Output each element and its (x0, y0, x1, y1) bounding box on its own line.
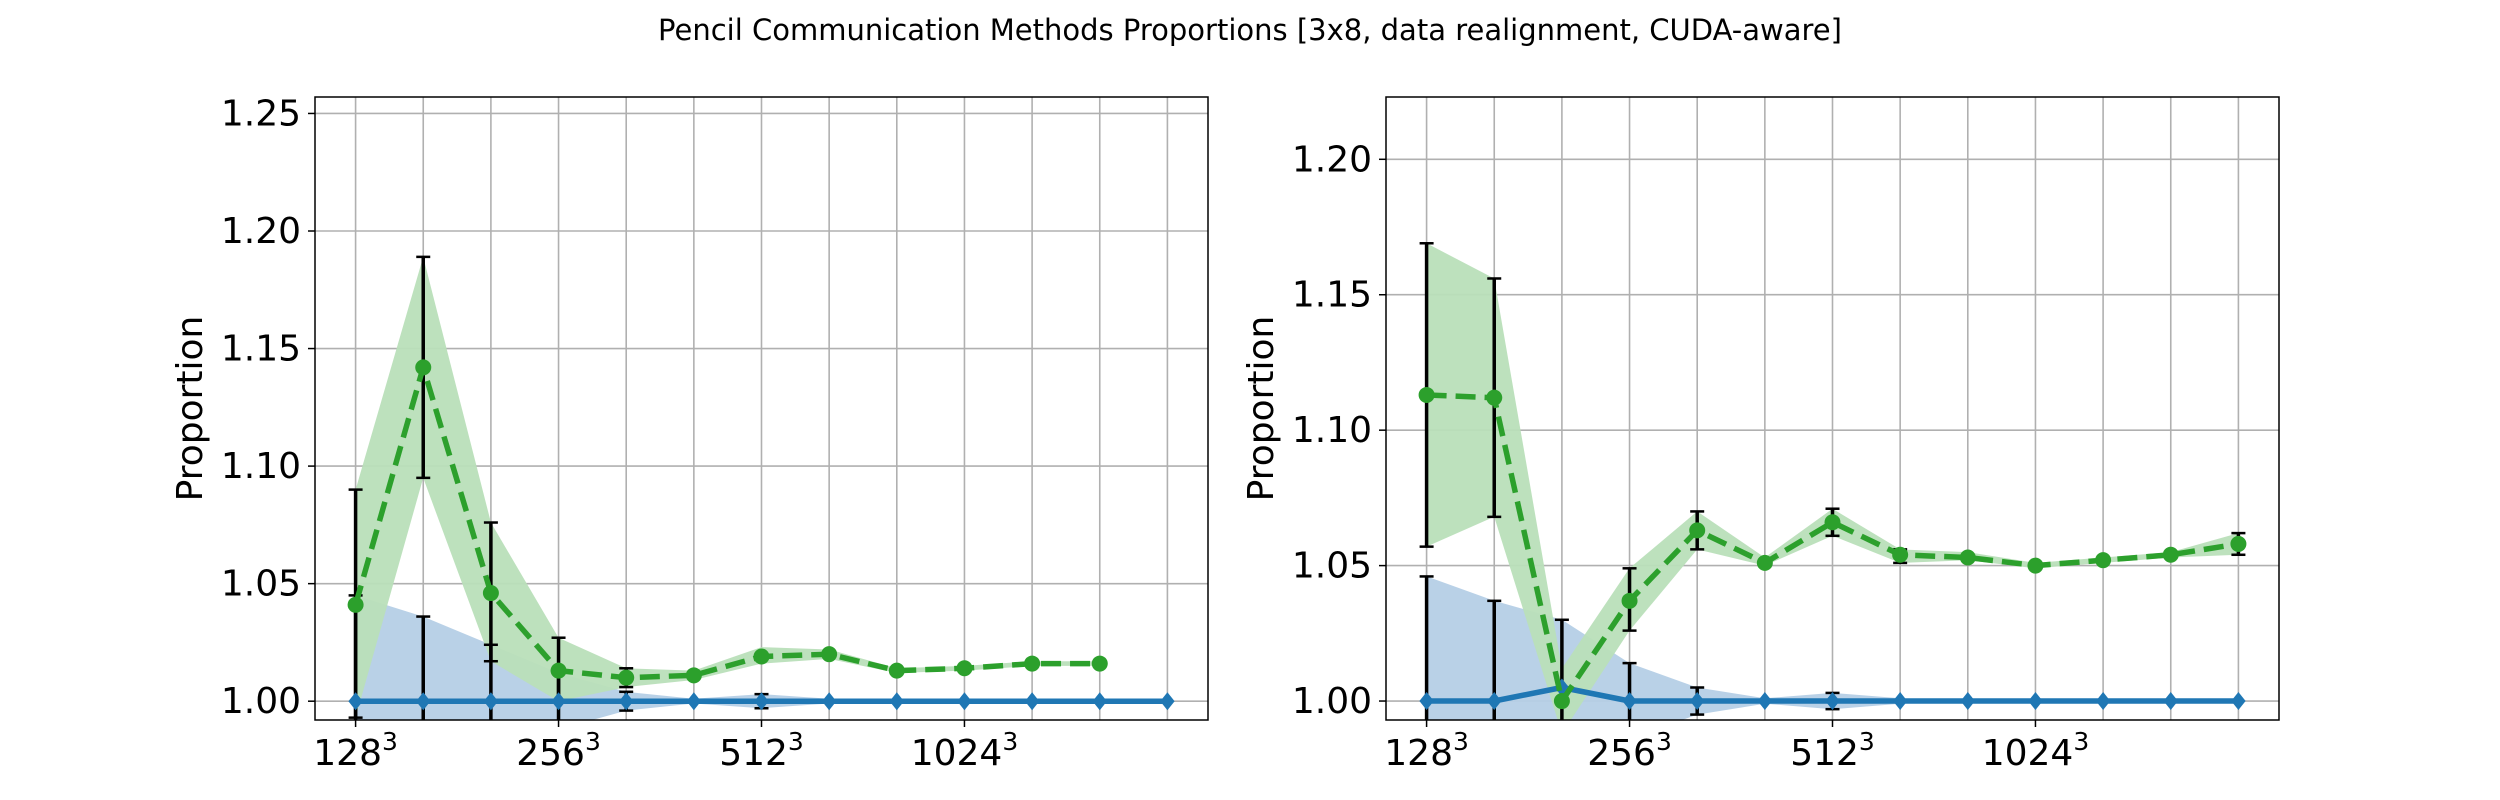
x-tick-base: 256 (516, 733, 585, 774)
x-tick-base: 256 (1587, 733, 1656, 774)
y-tick-label: 1.05 (221, 564, 301, 605)
x-tick-base: 128 (1384, 733, 1453, 774)
data-point-diamond (1024, 692, 1040, 711)
data-point-diamond (1757, 692, 1773, 711)
data-point-circle (1418, 386, 1435, 403)
x-tick-label: 2563 (516, 727, 601, 774)
x-tick-label: 5123 (1790, 727, 1875, 774)
data-point-circle (2095, 552, 2112, 569)
data-point-circle (753, 648, 770, 665)
x-tick-label: 10243 (911, 727, 1019, 774)
y-tick-label: 1.15 (1292, 275, 1372, 316)
x-tick-exponent: 3 (1859, 727, 1875, 756)
data-point-circle (1486, 389, 1503, 406)
y-axis-label: Proportion (170, 316, 211, 502)
data-point-diamond (348, 692, 363, 711)
data-point-diamond (551, 692, 566, 711)
y-tick-label: 1.10 (1292, 410, 1372, 451)
data-point-diamond (1160, 692, 1175, 711)
data-point-diamond (1419, 692, 1434, 711)
x-tick-exponent: 3 (2073, 727, 2089, 756)
data-point-circle (956, 660, 973, 677)
data-point-circle (2162, 546, 2179, 563)
data-point-circle (2230, 535, 2247, 552)
series-line-dashed (352, 364, 1100, 681)
x-tick-exponent: 3 (1453, 727, 1469, 756)
data-point-circle (415, 359, 432, 376)
data-point-diamond (1622, 692, 1637, 711)
plot-area (1418, 242, 2247, 720)
data-point-circle (888, 662, 905, 679)
data-point-diamond (754, 692, 769, 711)
data-point-diamond (1092, 692, 1107, 711)
figure-title: Pencil Communication Methods Proportions… (658, 13, 1842, 47)
x-tick-base: 1024 (911, 733, 1003, 774)
data-point-diamond (618, 692, 634, 711)
data-point-diamond (889, 692, 905, 711)
data-point-diamond (686, 692, 702, 711)
data-point-circle (482, 585, 499, 602)
data-point-circle (685, 667, 702, 684)
data-point-diamond (416, 692, 431, 711)
data-point-diamond (2095, 692, 2111, 711)
data-point-diamond (2231, 692, 2246, 711)
x-tick-base: 512 (719, 733, 788, 774)
data-point-circle (1824, 514, 1841, 531)
data-point-diamond (1689, 692, 1705, 711)
data-point-circle (1091, 655, 1108, 672)
x-tick-label: 1283 (1384, 727, 1469, 774)
data-point-circle (2027, 557, 2044, 574)
x-tick-exponent: 3 (1656, 727, 1672, 756)
x-tick-exponent: 3 (382, 727, 398, 756)
y-tick-label: 1.20 (221, 211, 301, 252)
y-axis-label: Proportion (1241, 316, 1282, 502)
x-tick-exponent: 3 (788, 727, 804, 756)
x-tick-label: 2563 (1587, 727, 1672, 774)
x-tick-label: 10243 (1982, 727, 2090, 774)
x-tick-label: 5123 (719, 727, 804, 774)
x-tick-base: 128 (313, 733, 382, 774)
data-point-diamond (1825, 692, 1840, 711)
data-point-diamond (1487, 692, 1502, 711)
y-tick-label: 1.00 (221, 681, 301, 722)
data-point-circle (1689, 522, 1706, 539)
x-tick-label: 1283 (313, 727, 398, 774)
data-point-circle (1959, 549, 1976, 566)
x-tick-base: 1024 (1982, 733, 2074, 774)
data-point-diamond (2028, 692, 2043, 711)
data-point-circle (1024, 655, 1041, 672)
data-point-circle (821, 646, 838, 663)
data-point-diamond (1892, 692, 1908, 711)
data-point-circle (1756, 554, 1773, 571)
data-point-circle (1892, 546, 1909, 563)
data-point-circle (550, 662, 567, 679)
y-tick-label: 1.05 (1292, 546, 1372, 587)
data-point-diamond (2163, 692, 2178, 711)
y-tick-label: 1.00 (1292, 681, 1372, 722)
data-point-circle (618, 669, 635, 686)
y-tick-label: 1.15 (221, 329, 301, 370)
data-point-circle (1621, 592, 1638, 609)
data-point-diamond (483, 692, 499, 711)
data-point-circle (1553, 693, 1570, 710)
x-tick-exponent: 3 (1002, 727, 1018, 756)
y-tick-label: 1.20 (1292, 139, 1372, 180)
y-tick-label: 1.10 (221, 446, 301, 487)
plot-area (347, 255, 1175, 720)
data-point-diamond (957, 692, 972, 711)
confidence-band (355, 256, 1100, 718)
y-tick-label: 1.25 (221, 93, 301, 134)
x-tick-base: 512 (1790, 733, 1859, 774)
data-point-diamond (821, 692, 837, 711)
data-point-diamond (1960, 692, 1976, 711)
x-tick-exponent: 3 (585, 727, 601, 756)
data-point-circle (347, 596, 364, 613)
